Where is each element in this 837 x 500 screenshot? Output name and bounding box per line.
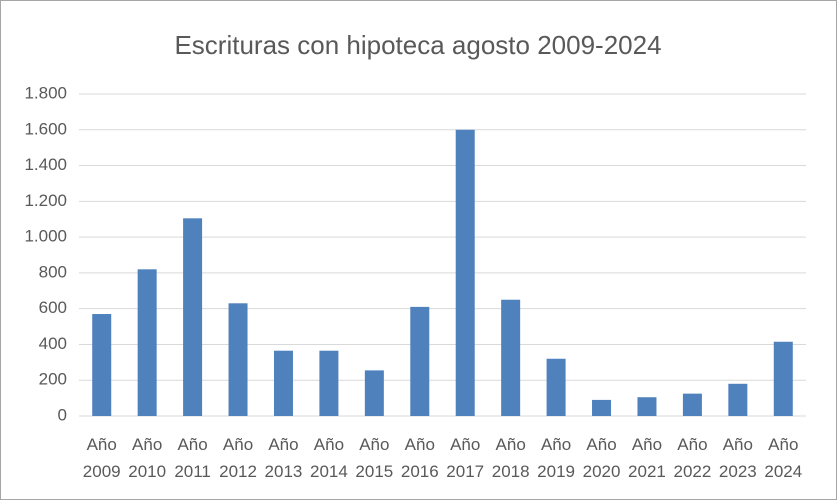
bar [637,397,657,416]
bar [364,370,384,416]
bar [92,314,112,416]
y-tick-label: 600 [39,298,67,317]
bar [410,306,430,416]
x-tick-label: Año 2018 [491,435,530,481]
x-tick-label: Año 2021 [628,435,666,481]
x-tick-label: Año 2024 [764,435,803,481]
y-tick-label: 1.000 [24,227,67,246]
y-tick-label: 1.200 [24,191,67,210]
x-tick-label: Año 2014 [309,435,348,481]
bar [546,358,566,416]
bar [728,383,748,416]
x-tick-label: Año 2019 [537,435,575,481]
bar [183,218,203,416]
x-tick-label: Año 2020 [582,435,621,481]
x-tick-label: Año 2023 [718,435,757,481]
y-tick-label: 1.800 [24,83,67,102]
y-tick-label: 1.600 [24,119,67,138]
bar [501,299,521,416]
y-tick-label: 1.400 [24,155,67,174]
x-tick-label: Año 2011 [174,435,211,481]
bar [228,303,248,416]
x-tick-label: Año 2010 [128,435,167,481]
bar [592,399,612,416]
bar [455,129,475,416]
x-tick-label: Año 2013 [264,435,303,481]
y-tick-label: 400 [39,334,67,353]
y-tick-label: 0 [58,405,67,424]
bar [682,393,702,416]
y-tick-label: 200 [39,370,67,389]
x-tick-label: Año 2015 [355,435,394,481]
bar [319,350,339,416]
chart-title: Escrituras con hipoteca agosto 2009-2024 [174,30,661,60]
y-tick-label: 800 [39,262,67,281]
x-tick-label: Año 2012 [219,435,257,481]
x-tick-label: Año 2017 [446,435,485,481]
bar [137,269,157,416]
x-tick-label: Año 2016 [400,435,439,481]
x-tick-label: Año 2009 [82,435,121,481]
bar [273,350,293,416]
bar [773,341,793,416]
x-tick-label: Año 2022 [673,435,712,481]
